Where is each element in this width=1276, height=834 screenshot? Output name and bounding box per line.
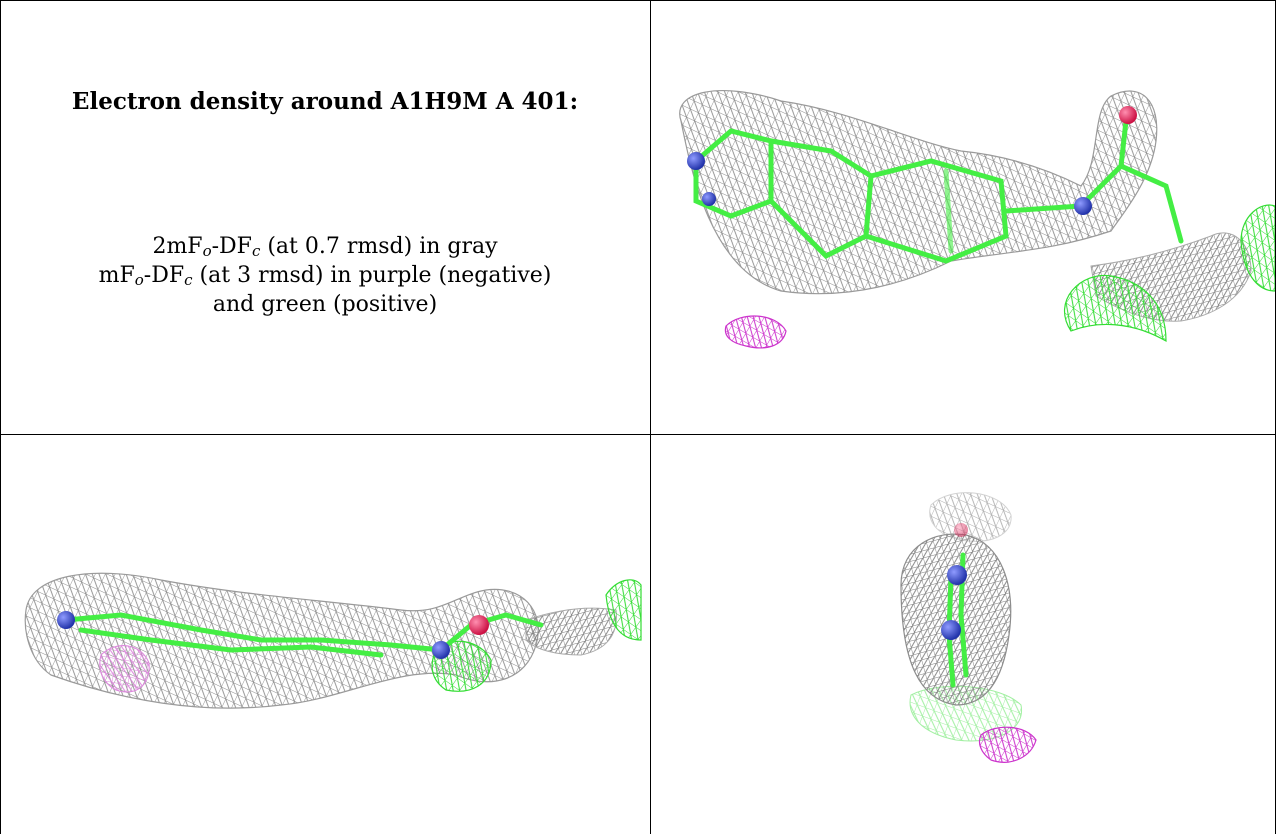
- atom-nitrogen-2: [432, 641, 450, 659]
- atom-oxygen-1: [954, 523, 968, 537]
- ligand-sticks: [63, 612, 544, 658]
- figure-title: Electron density around A1H9M A 401:: [71, 88, 579, 115]
- mesh-negative-blob: [724, 315, 787, 349]
- density-view-bottom-left: [1, 435, 650, 834]
- density-view-bottom-right: [651, 435, 1275, 834]
- mesh-2fofc-ribbon: [525, 607, 617, 656]
- atom-oxygen-1: [1119, 106, 1137, 124]
- mesh-positive-right-frag: [605, 579, 642, 641]
- atom-nitrogen-2: [941, 620, 961, 640]
- atom-nitrogen-2: [702, 192, 716, 206]
- density-view-top-right: [651, 1, 1275, 434]
- grid-left-border: [0, 0, 1, 834]
- atom-nitrogen-1: [57, 611, 75, 629]
- mesh-positive-right-1: [1064, 274, 1167, 343]
- grid-middle-divider: [0, 434, 1276, 435]
- atom-nitrogen-3: [1074, 197, 1092, 215]
- mesh-negative-blob: [99, 645, 150, 693]
- caption-panel: Electron density around A1H9M A 401: 2mF…: [0, 0, 650, 434]
- mesh-2fofc-envelope: [679, 90, 1158, 295]
- mesh-2fofc-cap: [929, 492, 1012, 542]
- atom-nitrogen-1: [687, 152, 705, 170]
- atom-oxygen-1: [469, 615, 489, 635]
- atom-nitrogen-1: [947, 565, 967, 585]
- grid-center-divider: [650, 0, 651, 834]
- mesh-positive-right-2: [1240, 204, 1275, 292]
- mesh-2fofc-envelope: [900, 533, 1012, 706]
- legend-line-2fofc: 2mFo-DFc (at 0.7 rmsd) in gray: [152, 234, 498, 260]
- figure-description: 2mFo-DFc (at 0.7 rmsd) in gray mFo-DFc (…: [0, 232, 650, 319]
- legend-line-colors: and green (positive): [212, 292, 438, 317]
- legend-line-fofc: mFo-DFc (at 3 rmsd) in purple (negative): [98, 263, 552, 289]
- grid-top-border: [0, 0, 1276, 1]
- mesh-negative-blob: [978, 726, 1037, 763]
- ligand-sticks: [693, 118, 1184, 264]
